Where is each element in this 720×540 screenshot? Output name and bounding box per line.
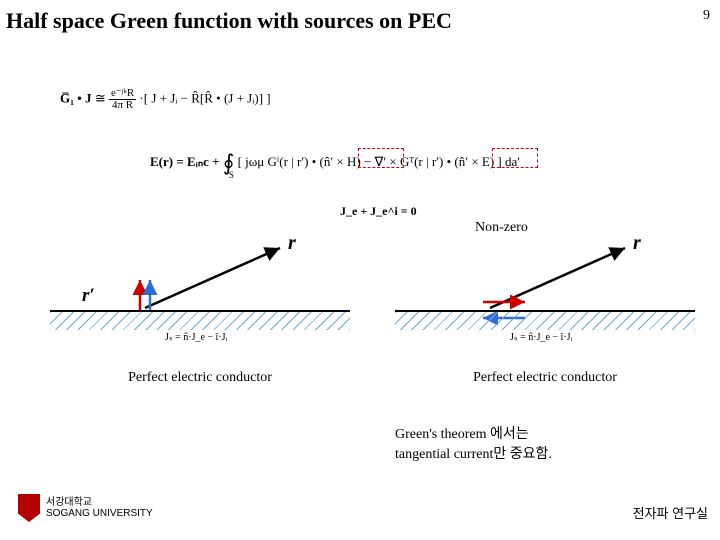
eq1-frac-den: 4π R (109, 100, 136, 111)
hatch-right (395, 312, 695, 330)
footer-logo: 서강대학교 SOGANG UNIVERSITY (18, 494, 153, 522)
js-label-right: Jₛ = n̂·J_e − î·Jᵢ (510, 332, 572, 343)
page-number: 9 (703, 8, 710, 24)
diagram-left: r r′ Jₛ = n̂·J_e − î·Jᵢ (50, 230, 350, 340)
dashed-box-2 (492, 148, 538, 168)
slide-title: Half space Green function with sources o… (6, 8, 452, 34)
r-label-left: r (288, 232, 296, 255)
equation-1: G̅₁ • J ≅ e⁻ʲᵏR 4π R ·[ J + Jᵢ − R̂[R̂ •… (60, 88, 271, 111)
eq1-approx: ≅ (95, 90, 106, 105)
pec-caption-right: Perfect electric conductor (395, 370, 695, 386)
hatch-left (50, 312, 350, 330)
equation-3: J_e + J_e^i = 0 (340, 204, 417, 219)
equation-2: E(r) = Eᵢₙc + ∮S [ jωμ Gⁱ(r | r′) • (n̂′… (150, 150, 520, 176)
eq1-rhs: ·[ J + Jᵢ − R̂[R̂ • (J + Jᵢ)] ] (139, 90, 270, 105)
eq1-lhs: G̅₁ • J (60, 90, 92, 105)
univ-en: SOGANG UNIVERSITY (46, 508, 153, 519)
dashed-box-1 (358, 148, 404, 168)
note-line2: tangential current만 중요함. (395, 445, 552, 465)
logo-text: 서강대학교 SOGANG UNIVERSITY (46, 497, 153, 519)
univ-kr: 서강대학교 (46, 497, 153, 508)
note-line1: Green's theorem 에서는 (395, 425, 552, 445)
footer-lab: 전자파 연구실 (633, 503, 708, 522)
greens-theorem-note: Green's theorem 에서는 tangential current만 … (395, 425, 552, 464)
js-label-left: Jₛ = n̂·J_e − î·Jᵢ (165, 332, 227, 343)
shield-icon (18, 494, 40, 522)
diagram-right: r Jₛ = n̂·J_e − î·Jᵢ (395, 230, 695, 340)
pec-caption-left: Perfect electric conductor (50, 370, 350, 386)
eq2-lhs: E(r) = Eᵢₙc + (150, 154, 220, 169)
r-label-right: r (633, 232, 641, 255)
rprime-label: r′ (82, 285, 95, 307)
